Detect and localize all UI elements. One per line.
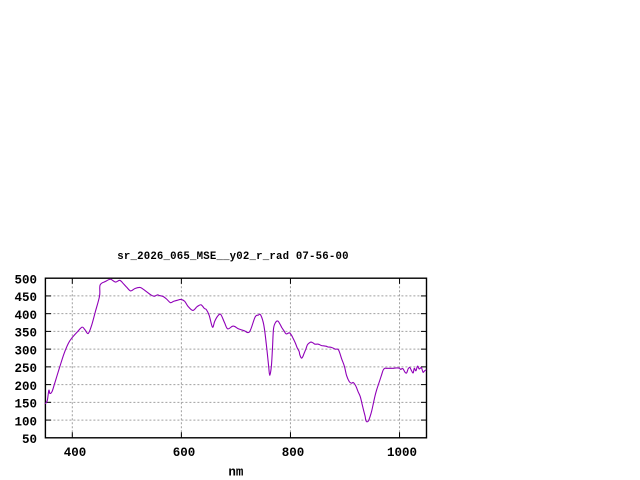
svg-text:100: 100	[14, 415, 37, 429]
svg-text:250: 250	[14, 362, 37, 376]
svg-text:200: 200	[14, 380, 37, 394]
svg-text:nm: nm	[228, 466, 244, 480]
svg-text:50: 50	[22, 433, 37, 447]
svg-text:600: 600	[173, 446, 196, 460]
svg-text:1000: 1000	[387, 446, 417, 460]
svg-text:400: 400	[64, 446, 87, 460]
svg-text:150: 150	[14, 398, 37, 412]
svg-text:450: 450	[14, 291, 37, 305]
svg-text:500: 500	[14, 274, 37, 288]
svg-text:800: 800	[282, 446, 305, 460]
svg-text:400: 400	[14, 309, 37, 323]
svg-text:sr_2026_065_MSE__y02_r_rad 07-: sr_2026_065_MSE__y02_r_rad 07-56-00	[117, 251, 348, 263]
svg-text:350: 350	[14, 327, 37, 341]
svg-text:300: 300	[14, 344, 37, 358]
